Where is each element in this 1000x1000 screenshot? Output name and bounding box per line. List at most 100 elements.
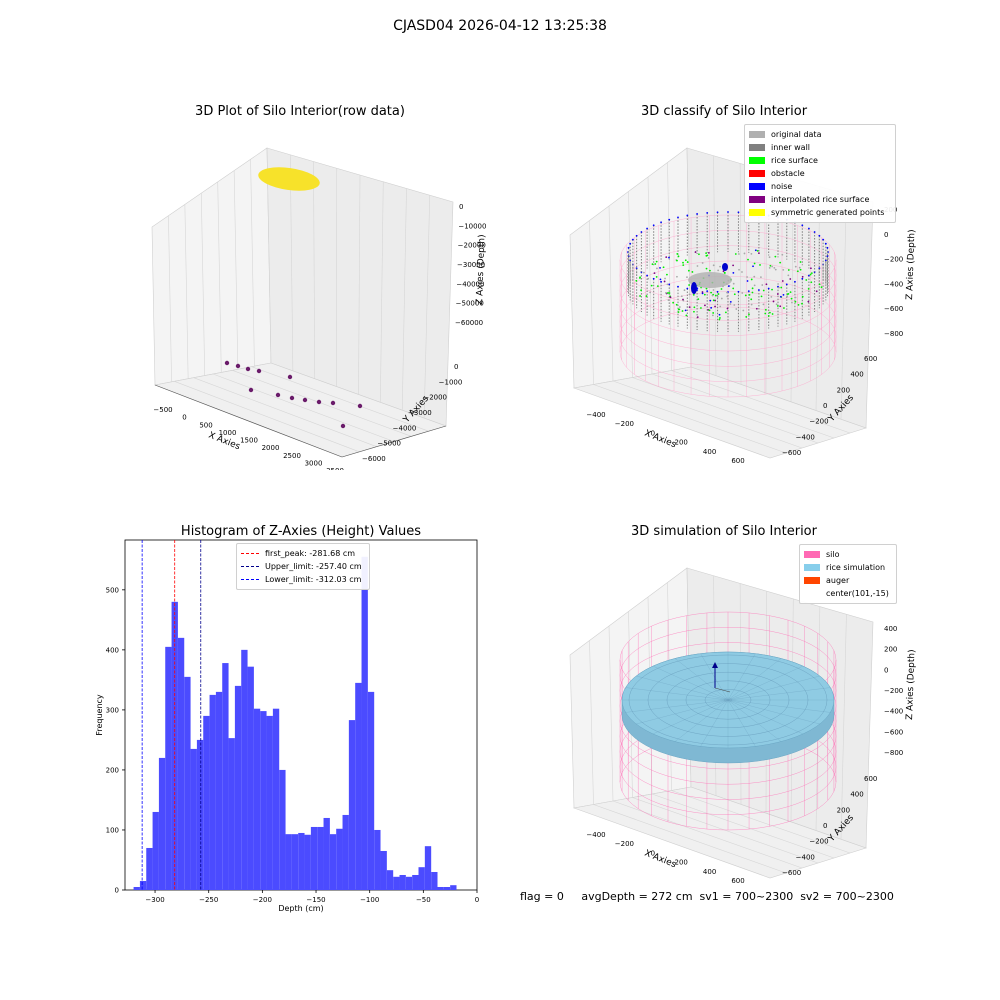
rice-mesh-spoke (727, 699, 820, 725)
classified-point (789, 291, 792, 294)
classified-point (753, 262, 756, 265)
hist-bar (139, 880, 147, 890)
classified-point (774, 255, 777, 258)
hist-bar (222, 663, 229, 890)
classified-point (820, 286, 823, 289)
rice-mesh-spoke (727, 658, 782, 701)
hist-bar (171, 601, 178, 890)
classified-point (666, 273, 668, 276)
classified-point (782, 294, 785, 296)
noise-point (652, 277, 655, 280)
classified-point (760, 295, 763, 298)
noise-point (826, 246, 829, 249)
classified-point (705, 254, 708, 257)
legend-label: inner wall (771, 143, 811, 152)
legend-entry: noise (749, 180, 891, 193)
classified-point (781, 253, 784, 256)
panel4-y-tick-label: 200 (837, 806, 850, 814)
classified-point (668, 292, 671, 294)
panel4-x-label: X Axies (643, 849, 678, 871)
panel4-y-tick-label: −200 (809, 838, 828, 846)
classified-point (777, 283, 779, 285)
classified-point (654, 263, 657, 265)
classified-point (787, 274, 790, 277)
noise-point (629, 242, 632, 245)
rice-mesh-spoke (674, 658, 729, 701)
legend-entry: center(101,-15) (804, 587, 892, 600)
legend-swatch (749, 183, 765, 190)
panel2-x-tick-label: −400 (586, 411, 605, 419)
panel2-x-label: X Axies (643, 429, 678, 451)
rice-mesh-spoke (727, 653, 756, 701)
classified-point (801, 302, 803, 305)
classified-point (745, 316, 748, 318)
classified-point (781, 280, 784, 282)
panel1-y-tick-label: −3000 (408, 409, 432, 417)
hist-bar (342, 814, 349, 890)
rice-mesh-spoke (727, 699, 831, 713)
legend-label: Upper_limit: -257.40 cm (265, 562, 362, 571)
noise-point (696, 213, 698, 215)
panel2-x-tick-label: 600 (731, 457, 744, 465)
panel1-z-label: Z Axies (Depth) (475, 234, 487, 305)
classified-point (810, 272, 813, 275)
panel1-data-point (340, 423, 346, 429)
hist-bar (418, 867, 425, 890)
classified-point (750, 298, 753, 301)
hist-title: Histogram of Z-Axies (Height) Values (180, 524, 422, 539)
classified-point (712, 299, 715, 302)
panel4-z-tick-label: −400 (884, 708, 903, 716)
panel4-x-tick-label: −400 (586, 831, 605, 839)
panel4-x-tick-label: −200 (615, 840, 634, 848)
panel4-x-tick-label: 600 (731, 877, 744, 885)
hist-bar (190, 748, 197, 890)
classified-point (729, 300, 732, 303)
panel1-z-tick-labels: 0 −10000 −20000 −30000 −40000 −50000 −60000 (455, 203, 486, 327)
classified-point (659, 278, 662, 281)
legend-label: Lower_limit: -312.03 cm (265, 575, 362, 584)
hist-bar (247, 666, 254, 890)
panel1-x-tick-label: 2000 (262, 444, 280, 452)
legend-label: symmetric generated points (771, 208, 885, 217)
classified-point (714, 305, 716, 308)
classified-point (794, 296, 797, 299)
panel4-y-tick-label: −400 (796, 853, 815, 861)
classified-point (726, 295, 729, 298)
hist-bar (386, 870, 394, 890)
panel1-y-tick-label: −2000 (423, 394, 447, 402)
hist-bar (241, 649, 248, 890)
hist-bar (367, 691, 375, 890)
classified-point (656, 285, 659, 288)
hist-bar (279, 769, 286, 890)
hist-bar (437, 886, 444, 890)
classified-point (818, 283, 821, 286)
classified-point (796, 270, 799, 273)
noise-point (668, 218, 671, 221)
classified-point (711, 294, 714, 297)
noise-point (640, 231, 643, 233)
hist-y-tick-label: 100 (106, 826, 119, 834)
classified-point (815, 290, 818, 293)
noise-point (801, 277, 804, 280)
classified-point (701, 292, 704, 295)
rice-mesh-spoke (727, 675, 820, 701)
panel4-x-tick-labels: −400 −200 0 200 400 600 (586, 831, 744, 885)
panel2-title: 3D classify of Silo Interior (640, 104, 808, 119)
classified-point (720, 297, 723, 300)
classified-point (771, 313, 774, 315)
hist-bar (393, 876, 400, 890)
panel1-data-point (248, 387, 254, 393)
panel1-z-tick-label: −60000 (455, 319, 483, 327)
classified-point (797, 304, 800, 306)
noise-point (668, 283, 671, 286)
legend-label: interpolated rice surface (771, 195, 870, 204)
panel1-x-tick-label: 1500 (240, 437, 258, 445)
classified-point (696, 265, 699, 267)
panel1-data-point (287, 374, 293, 380)
legend-entry: rice surface (749, 154, 891, 167)
classified-point (786, 293, 789, 296)
panel1-y-tick-label: 0 (454, 363, 458, 371)
classified-point (716, 295, 719, 298)
classified-point (676, 275, 678, 278)
